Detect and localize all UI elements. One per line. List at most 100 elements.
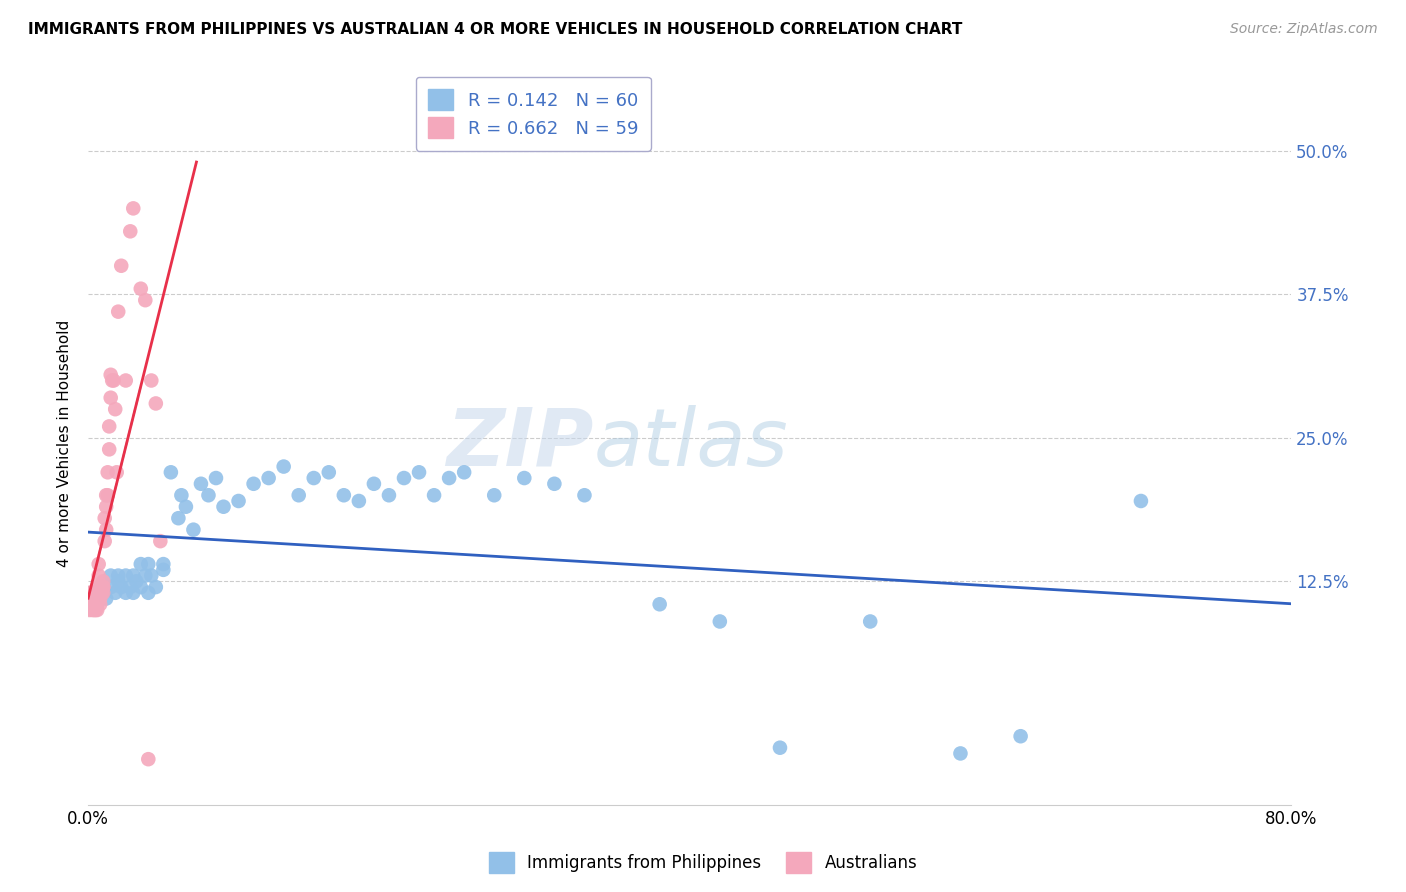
Point — [83, 597, 105, 611]
Y-axis label: 4 or more Vehicles in Household: 4 or more Vehicles in Household — [58, 320, 72, 567]
Point — [83, 603, 105, 617]
Point — [122, 202, 145, 216]
Point — [408, 465, 430, 479]
Point — [129, 580, 152, 594]
Point — [141, 374, 163, 388]
Point — [145, 580, 167, 594]
Point — [107, 568, 129, 582]
Text: ZIP: ZIP — [446, 405, 593, 483]
Point — [84, 586, 107, 600]
Point — [257, 471, 280, 485]
Point — [134, 568, 156, 582]
Point — [107, 304, 129, 318]
Point — [190, 476, 212, 491]
Point — [98, 442, 121, 457]
Point — [152, 563, 174, 577]
Point — [87, 568, 110, 582]
Point — [87, 580, 110, 594]
Point — [104, 586, 127, 600]
Point — [114, 586, 136, 600]
Point — [543, 476, 565, 491]
Point — [212, 500, 235, 514]
Point — [120, 224, 142, 238]
Point — [484, 488, 506, 502]
Point — [82, 586, 104, 600]
Point — [228, 494, 250, 508]
Point — [93, 534, 115, 549]
Point — [79, 586, 101, 600]
Point — [141, 568, 163, 582]
Text: atlas: atlas — [593, 405, 789, 483]
Point — [86, 586, 108, 600]
Text: Source: ZipAtlas.com: Source: ZipAtlas.com — [1230, 22, 1378, 37]
Point — [80, 597, 103, 611]
Point — [104, 402, 127, 417]
Point — [120, 580, 142, 594]
Point — [122, 586, 145, 600]
Point — [287, 488, 309, 502]
Point — [84, 591, 107, 606]
Point — [90, 586, 112, 600]
Point — [136, 586, 159, 600]
Legend: Immigrants from Philippines, Australians: Immigrants from Philippines, Australians — [482, 846, 924, 880]
Point — [96, 591, 118, 606]
Point — [101, 374, 124, 388]
Point — [97, 488, 120, 502]
Point — [114, 568, 136, 582]
Point — [91, 580, 114, 594]
Point — [96, 523, 118, 537]
Point — [91, 574, 114, 589]
Point — [1010, 729, 1032, 743]
Point — [574, 488, 596, 502]
Point — [363, 476, 385, 491]
Point — [513, 471, 536, 485]
Point — [82, 591, 104, 606]
Point — [89, 591, 111, 606]
Point — [152, 557, 174, 571]
Point — [129, 557, 152, 571]
Point — [89, 597, 111, 611]
Point — [174, 500, 197, 514]
Point — [129, 282, 152, 296]
Point — [1129, 494, 1152, 508]
Point — [302, 471, 325, 485]
Point — [136, 752, 159, 766]
Text: IMMIGRANTS FROM PHILIPPINES VS AUSTRALIAN 4 OR MORE VEHICLES IN HOUSEHOLD CORREL: IMMIGRANTS FROM PHILIPPINES VS AUSTRALIA… — [28, 22, 963, 37]
Point — [318, 465, 340, 479]
Point — [84, 603, 107, 617]
Point — [84, 597, 107, 611]
Point — [378, 488, 401, 502]
Point — [125, 574, 148, 589]
Point — [105, 465, 128, 479]
Point — [437, 471, 460, 485]
Point — [90, 580, 112, 594]
Point — [167, 511, 190, 525]
Point — [145, 396, 167, 410]
Point — [149, 534, 172, 549]
Point — [114, 374, 136, 388]
Point — [87, 586, 110, 600]
Point — [333, 488, 356, 502]
Point — [100, 368, 122, 382]
Point — [89, 580, 111, 594]
Point — [110, 259, 132, 273]
Point — [197, 488, 219, 502]
Point — [709, 615, 731, 629]
Point — [91, 580, 114, 594]
Point — [100, 391, 122, 405]
Point — [80, 586, 103, 600]
Point — [347, 494, 370, 508]
Legend: R = 0.142   N = 60, R = 0.662   N = 59: R = 0.142 N = 60, R = 0.662 N = 59 — [416, 77, 651, 151]
Point — [136, 557, 159, 571]
Point — [87, 557, 110, 571]
Point — [97, 465, 120, 479]
Point — [107, 574, 129, 589]
Point — [89, 586, 111, 600]
Point — [859, 615, 882, 629]
Point — [91, 586, 114, 600]
Point — [90, 586, 112, 600]
Point — [83, 586, 105, 600]
Point — [769, 740, 792, 755]
Point — [949, 747, 972, 761]
Point — [82, 603, 104, 617]
